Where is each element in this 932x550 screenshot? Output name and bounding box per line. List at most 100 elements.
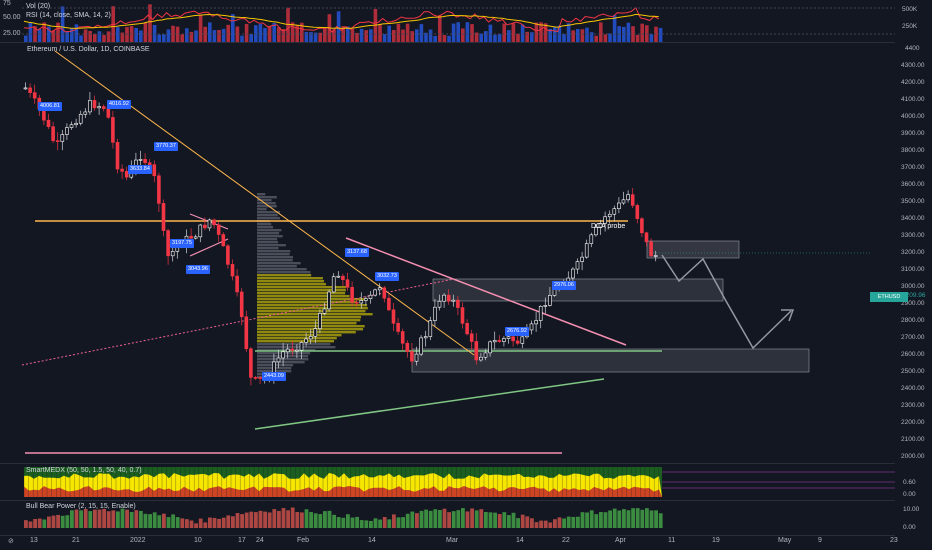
volume-profile-bar bbox=[257, 202, 276, 205]
symbol-price-badge[interactable]: ETHUSD bbox=[870, 292, 908, 302]
bbp-bar bbox=[286, 510, 290, 528]
volume-profile-bar bbox=[257, 199, 272, 202]
volume-bar bbox=[93, 33, 97, 42]
volume-bar bbox=[208, 22, 212, 42]
candle bbox=[571, 268, 575, 279]
volume-bar bbox=[51, 30, 56, 42]
volume-profile-bar bbox=[257, 253, 290, 256]
bbp-bar bbox=[300, 512, 304, 528]
bbp-bar bbox=[97, 509, 102, 528]
candle bbox=[538, 305, 543, 321]
candle bbox=[152, 164, 157, 177]
price-tag[interactable]: 2443.09 bbox=[262, 372, 286, 381]
bbp-bar bbox=[355, 516, 359, 528]
volume-bar bbox=[102, 35, 106, 42]
volume-profile-bar bbox=[257, 358, 309, 361]
volume-bar bbox=[28, 22, 33, 42]
smartmedx-label[interactable]: SmartMEDX (50, 50, 1.5, 50, 40, 0.7) bbox=[26, 467, 142, 474]
price-tag[interactable]: 3770.37 bbox=[154, 142, 178, 151]
candle bbox=[253, 377, 258, 379]
bbp-bar bbox=[277, 510, 281, 528]
vol-indicator-label[interactable]: Vol (20) bbox=[26, 3, 51, 10]
volume-bar bbox=[323, 27, 327, 42]
volume-bar bbox=[42, 22, 46, 42]
price-axis-label: 2500.00 bbox=[901, 368, 925, 375]
volume-profile-bar bbox=[257, 232, 280, 235]
price-axis-label: 4400 bbox=[905, 45, 920, 52]
price-tag[interactable]: 3633.84 bbox=[128, 165, 152, 174]
bbp-bar bbox=[534, 522, 539, 528]
bbp-bar bbox=[152, 512, 157, 528]
volume-bar bbox=[175, 26, 180, 42]
bbp-bar bbox=[267, 512, 272, 528]
candle bbox=[161, 203, 166, 231]
bbp-bar bbox=[60, 515, 65, 528]
volume-bar bbox=[442, 35, 447, 42]
time-axis-label: 2022 bbox=[130, 537, 146, 544]
volume-bar bbox=[419, 24, 424, 42]
candle bbox=[189, 235, 193, 239]
bbp-bar bbox=[571, 516, 576, 528]
bbp-bar bbox=[484, 512, 488, 528]
bbp-bar bbox=[235, 513, 240, 528]
time-axis-label: 23 bbox=[890, 537, 898, 544]
candle bbox=[216, 224, 221, 235]
volume-bar bbox=[631, 26, 635, 42]
rsi-level-50: 50.00 bbox=[3, 14, 21, 21]
volume-bar bbox=[162, 34, 166, 42]
volume-bar bbox=[516, 33, 520, 42]
price-tag[interactable]: 2676.92 bbox=[505, 327, 529, 336]
price-tag[interactable]: 3032.73 bbox=[375, 272, 399, 281]
bbp-bar bbox=[649, 510, 654, 528]
bbp-bar bbox=[442, 508, 447, 528]
price-tag[interactable]: 4006.81 bbox=[38, 102, 62, 111]
price-axis-label: 3300.00 bbox=[901, 232, 925, 239]
volume-bar bbox=[493, 34, 497, 42]
volume-bar bbox=[589, 32, 594, 42]
candle bbox=[617, 202, 621, 209]
bbp-bar bbox=[125, 509, 129, 528]
volume-profile-bar bbox=[257, 289, 346, 292]
price-axis-label: 3700.00 bbox=[901, 164, 925, 171]
candle bbox=[456, 299, 460, 308]
volume-profile-bar bbox=[257, 211, 281, 214]
volume-bar bbox=[608, 33, 612, 42]
price-axis-label: 2400.00 bbox=[901, 385, 925, 392]
candle bbox=[433, 306, 437, 321]
candle bbox=[193, 236, 198, 239]
price-tag[interactable]: 3197.75 bbox=[170, 239, 194, 248]
volume-bar bbox=[212, 30, 217, 42]
volume-bar bbox=[65, 31, 69, 42]
volume-bar bbox=[525, 31, 529, 42]
candle bbox=[83, 111, 88, 115]
volume-profile-bar bbox=[257, 298, 365, 301]
volume-rsi-plot bbox=[22, 4, 895, 42]
resistance-zone-1 bbox=[646, 240, 740, 259]
symbol-title[interactable]: Ethereum / U.S. Dollar, 1D, COINBASE bbox=[27, 46, 150, 53]
vol-level-250k: 250K bbox=[902, 23, 918, 30]
price-tag[interactable]: 2976.06 bbox=[552, 281, 576, 290]
candle bbox=[101, 106, 106, 109]
candle bbox=[437, 300, 442, 308]
time-axis-label: 10 bbox=[194, 537, 202, 544]
bbp-bar bbox=[290, 507, 295, 528]
bbp-bar bbox=[37, 518, 42, 528]
bbp-bar bbox=[488, 512, 493, 528]
volume-profile-bar bbox=[257, 235, 283, 238]
candle bbox=[331, 276, 336, 293]
bbp-label[interactable]: Bull Bear Power (2, 15, 15, Enable) bbox=[26, 503, 136, 510]
bbp-bar bbox=[520, 514, 525, 528]
bbp-bar bbox=[249, 511, 254, 528]
timezone-icon[interactable]: ⊘ bbox=[8, 538, 14, 545]
price-tag[interactable]: 3137.68 bbox=[345, 248, 369, 257]
volume-bar bbox=[231, 14, 235, 42]
rsi-indicator-label[interactable]: RSI (14, close, SMA, 14, 2) bbox=[26, 12, 111, 19]
price-tag[interactable]: 4016.92 bbox=[107, 100, 131, 109]
bbp-bar bbox=[557, 517, 562, 528]
bbp-bar bbox=[212, 517, 217, 528]
volume-bar bbox=[24, 35, 28, 42]
candle bbox=[410, 351, 414, 362]
price-tag[interactable]: 3043.96 bbox=[186, 265, 210, 274]
volume-profile-bar bbox=[257, 193, 266, 196]
main-price-chart[interactable]: Ethereum / U.S. Dollar, 1D, COINBASE 400… bbox=[0, 43, 932, 463]
